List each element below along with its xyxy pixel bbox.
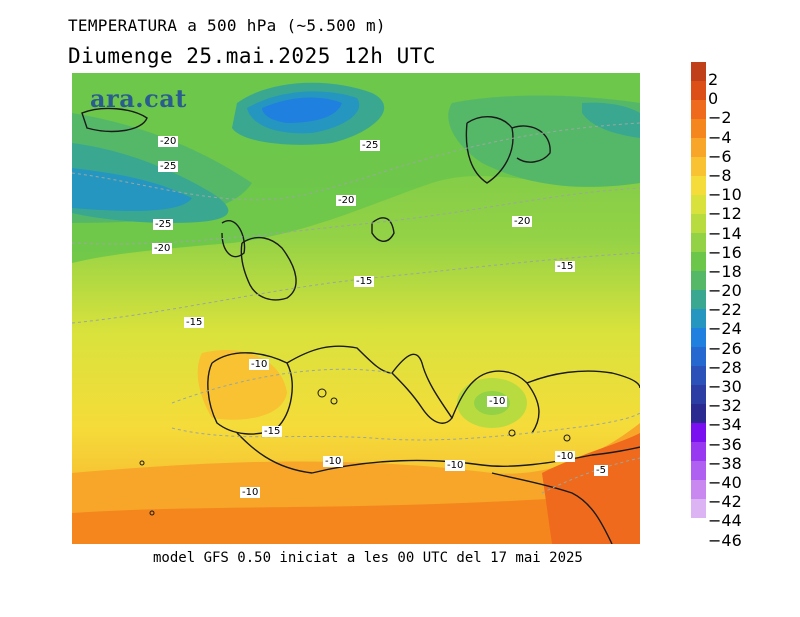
colorbar-tick-label: −26	[708, 338, 742, 358]
model-info: model GFS 0.50 iniciat a les 00 UTC del …	[153, 550, 583, 566]
contour-label: -25	[360, 140, 381, 151]
colorbar-tick-label: −38	[708, 453, 742, 473]
contour-label: -20	[158, 136, 179, 147]
coastlines	[81, 107, 640, 544]
colorbar-tick-label: −42	[708, 492, 742, 512]
colorbar-tick-label: −32	[708, 396, 742, 416]
contour-label: -20	[152, 243, 173, 254]
contour-label: -15	[262, 426, 283, 437]
contour-label: -10	[323, 456, 344, 467]
colorbar-tick-label: −2	[708, 108, 732, 128]
colorbar-tick-label: −20	[708, 281, 742, 301]
contour-label: -10	[240, 487, 261, 498]
colorbar-swatch	[691, 62, 706, 81]
contour-label: -15	[354, 276, 375, 287]
colorbar-tick-label: −10	[708, 185, 742, 205]
colorbar-swatch	[691, 404, 706, 423]
colorbar-tick-label: 0	[708, 89, 719, 109]
colorbar-tick-label: −30	[708, 377, 742, 396]
colorbar-swatch	[691, 100, 706, 119]
colorbar-tick-label: −34	[708, 415, 742, 435]
colorbar-swatch	[691, 81, 706, 100]
colorbar-swatch	[691, 233, 706, 252]
colorbar-tick-label: −16	[708, 242, 742, 262]
colorbar-swatch	[691, 347, 706, 366]
contour-label: -15	[184, 317, 205, 328]
colorbar-swatch	[691, 290, 706, 309]
colorbar-swatch	[691, 385, 706, 404]
colorbar-tick-label: −6	[708, 146, 732, 166]
colorbar-tick-label: −22	[708, 300, 742, 320]
contour-label: -5	[594, 465, 608, 476]
colorbar-swatch	[691, 271, 706, 290]
colorbar-swatch	[691, 309, 706, 328]
colorbar-swatch	[691, 442, 706, 461]
contour-label: -25	[153, 219, 174, 230]
contour-label: -25	[158, 161, 179, 172]
colorbar-tick-label: −44	[708, 511, 742, 531]
contour-label: -15	[555, 261, 576, 272]
colorbar-swatch	[691, 214, 706, 233]
colorbar-ticks: 2 0 −2 −4 −6 −8 −10 −12 −14 −16 −18 −20 −22 −24 −26 −28…	[708, 70, 742, 550]
colorbar-swatch	[691, 366, 706, 385]
contour-label: -20	[336, 195, 357, 206]
colorbar-tick-label: −36	[708, 434, 742, 454]
contour-label: -10	[445, 460, 466, 471]
isotherms	[72, 122, 640, 494]
colorbar-tick-label: −40	[708, 472, 742, 492]
colorbar-swatch	[691, 461, 706, 480]
colorbar-swatch	[691, 252, 706, 271]
colorbar-swatch	[691, 138, 706, 157]
colorbar-tick-label: −8	[708, 165, 732, 185]
temperature-map	[72, 73, 640, 544]
colorbar	[691, 62, 706, 518]
colorbar-swatch	[691, 176, 706, 195]
chart-date: Diumenge 25.mai.2025 12h UTC	[68, 44, 437, 68]
contour-label: -10	[249, 359, 270, 370]
chart-title: TEMPERATURA a 500 hPa (~5.500 m)	[68, 16, 386, 35]
colorbar-swatch	[691, 499, 706, 518]
colorbar-tick-label: −12	[708, 204, 742, 224]
ara-cat-logo: ara.cat	[90, 84, 187, 113]
colorbar-swatch	[691, 423, 706, 442]
colorbar-tick-label: −24	[708, 319, 742, 339]
colorbar-swatch	[691, 119, 706, 138]
colorbar-tick-label: −18	[708, 261, 742, 281]
contour-label: -10	[555, 451, 576, 462]
colorbar-swatch	[691, 328, 706, 347]
colorbar-swatch	[691, 195, 706, 214]
colorbar-tick-label: −14	[708, 223, 742, 243]
contour-label: -20	[512, 216, 533, 227]
colorbar-swatch	[691, 157, 706, 176]
colorbar-tick-label: −46	[708, 530, 742, 550]
colorbar-swatch	[691, 480, 706, 499]
colorbar-tick-label: −4	[708, 127, 732, 147]
colorbar-tick-label: 2	[708, 70, 719, 89]
colorbar-tick-label: −28	[708, 357, 742, 377]
contour-label: -10	[487, 396, 508, 407]
